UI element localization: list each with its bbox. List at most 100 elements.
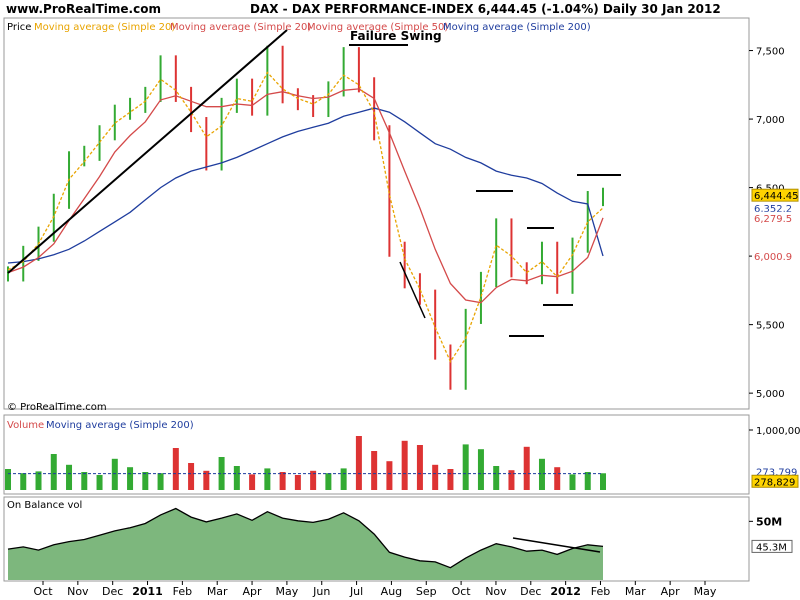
last-value-tag-ma200 <box>752 249 798 262</box>
volume-bar <box>111 458 118 490</box>
volume-tick-label: 1,000,000 <box>756 426 800 437</box>
volume-bar <box>569 474 576 490</box>
x-tick-label: Jun <box>312 585 330 598</box>
volume-last-label: 278,829 <box>754 477 795 488</box>
volume-bar <box>127 467 134 490</box>
legend-obv: On Balance vol <box>7 500 82 511</box>
x-tick-label: Apr <box>243 585 263 598</box>
volume-bar <box>96 475 103 490</box>
x-tick-label: Mar <box>207 585 228 598</box>
volume-bar <box>249 474 256 490</box>
legend-ma20-b: Moving average (Simple 20) <box>170 22 311 33</box>
legend-price: Price <box>7 22 31 33</box>
volume-bar <box>188 463 195 490</box>
last-value-tag-ma20 <box>752 201 798 214</box>
legend-ma200: Moving average (Simple 200) <box>443 22 591 33</box>
x-tick-label: May <box>694 585 717 598</box>
price-tick-label: 7,500 <box>756 47 785 58</box>
obv-line <box>7 507 604 569</box>
x-tick-label: 2011 <box>132 585 163 598</box>
volume-bar <box>340 468 347 490</box>
volume-bar <box>294 475 301 490</box>
x-tick-label: 2012 <box>550 585 581 598</box>
x-tick-label: Aug <box>381 585 402 598</box>
x-tick-label: Feb <box>591 585 610 598</box>
x-tick-label: Nov <box>485 585 507 598</box>
obv-area <box>8 508 603 580</box>
price-panel <box>3 17 750 410</box>
volume-bar <box>462 444 469 490</box>
price-tick-label: 7,000 <box>756 115 785 126</box>
volume-bar <box>584 472 591 490</box>
volume-bar <box>554 467 561 490</box>
price-series-group: 7,5007,0006,5006,0005,5005,0006,444.456,… <box>7 45 799 400</box>
volume-bar <box>432 464 439 490</box>
volume-bar <box>508 470 515 490</box>
volume-bar <box>386 461 393 490</box>
ma20-line <box>7 71 604 363</box>
site-label: www.ProRealTime.com <box>6 2 161 16</box>
down-trendline <box>399 261 426 319</box>
watermark: © ProRealTime.com <box>7 402 107 413</box>
volume-bar <box>325 473 332 490</box>
last-value-label-ma200: 6,000.9 <box>754 252 792 263</box>
volume-bar <box>447 469 454 490</box>
volume-bar <box>218 457 225 490</box>
volume-bar <box>142 472 149 490</box>
x-tick-label: Oct <box>33 585 53 598</box>
legend-ma20-a: Moving average (Simple 20) <box>34 22 175 33</box>
volume-bar <box>279 472 286 490</box>
last-value-label-price: 6,444.45 <box>754 191 799 202</box>
volume-bar <box>538 458 545 490</box>
volume-bar <box>477 449 484 490</box>
legend-volume: Volume <box>7 420 44 431</box>
price-legend: Price Moving average (Simple 20) Moving … <box>7 22 591 33</box>
volume-bar <box>493 466 500 490</box>
price-tick-label: 5,500 <box>756 321 785 332</box>
ma200-line <box>7 107 604 264</box>
last-value-label-ma20: 6,352.2 <box>754 204 792 215</box>
volume-bar <box>416 445 423 490</box>
chart-title: DAX - DAX PERFORMANCE-INDEX 6,444.45 (-1… <box>250 2 721 16</box>
volume-bar <box>157 473 164 490</box>
volume-bar <box>523 446 530 490</box>
volume-bar <box>5 469 11 490</box>
volume-bar <box>35 471 42 490</box>
price-tick-label: 5,000 <box>756 389 785 400</box>
trendline <box>7 29 288 274</box>
volume-legend: Volume Moving average (Simple 200) <box>7 420 194 431</box>
x-tick-label: May <box>276 585 299 598</box>
volume-bar <box>233 466 240 490</box>
obv-divergence-line <box>512 537 601 553</box>
axis-ticks: Oct Nov Dec 2011 Feb Mar Apr May Jun Jul Aug Sep Oct… <box>33 581 717 598</box>
obv-series-group: 50M 45.3M <box>7 507 793 580</box>
last-value-tag-price <box>751 188 799 202</box>
volume-bar <box>81 472 88 490</box>
x-tick-label: Mar <box>625 585 646 598</box>
x-tick-label: Sep <box>416 585 437 598</box>
volume-bar <box>355 436 362 490</box>
last-value-tag-ma50 <box>752 211 798 224</box>
annotation-lines <box>7 29 621 337</box>
x-tick-label: Feb <box>173 585 192 598</box>
x-tick-label: Oct <box>452 585 472 598</box>
x-tick-label: Dec <box>520 585 541 598</box>
volume-bar <box>203 470 210 490</box>
legend-volume-ma200: Moving average (Simple 200) <box>46 420 194 431</box>
obv-tick-label: 50M <box>756 515 782 528</box>
x-tick-label: Jul <box>349 585 363 598</box>
volume-bar <box>66 464 73 490</box>
volume-bar <box>50 454 57 490</box>
ma50-line <box>7 88 604 304</box>
volume-bar <box>371 451 378 490</box>
volume-bar <box>264 468 271 490</box>
volume-last-tag <box>751 474 799 488</box>
x-tick-label: Dec <box>102 585 123 598</box>
volume-bar <box>401 440 408 490</box>
x-tick-label: Apr <box>661 585 681 598</box>
annotation-failure-swing: Failure Swing <box>350 29 442 43</box>
volume-bar <box>172 448 179 490</box>
x-tick-label: Nov <box>67 585 89 598</box>
